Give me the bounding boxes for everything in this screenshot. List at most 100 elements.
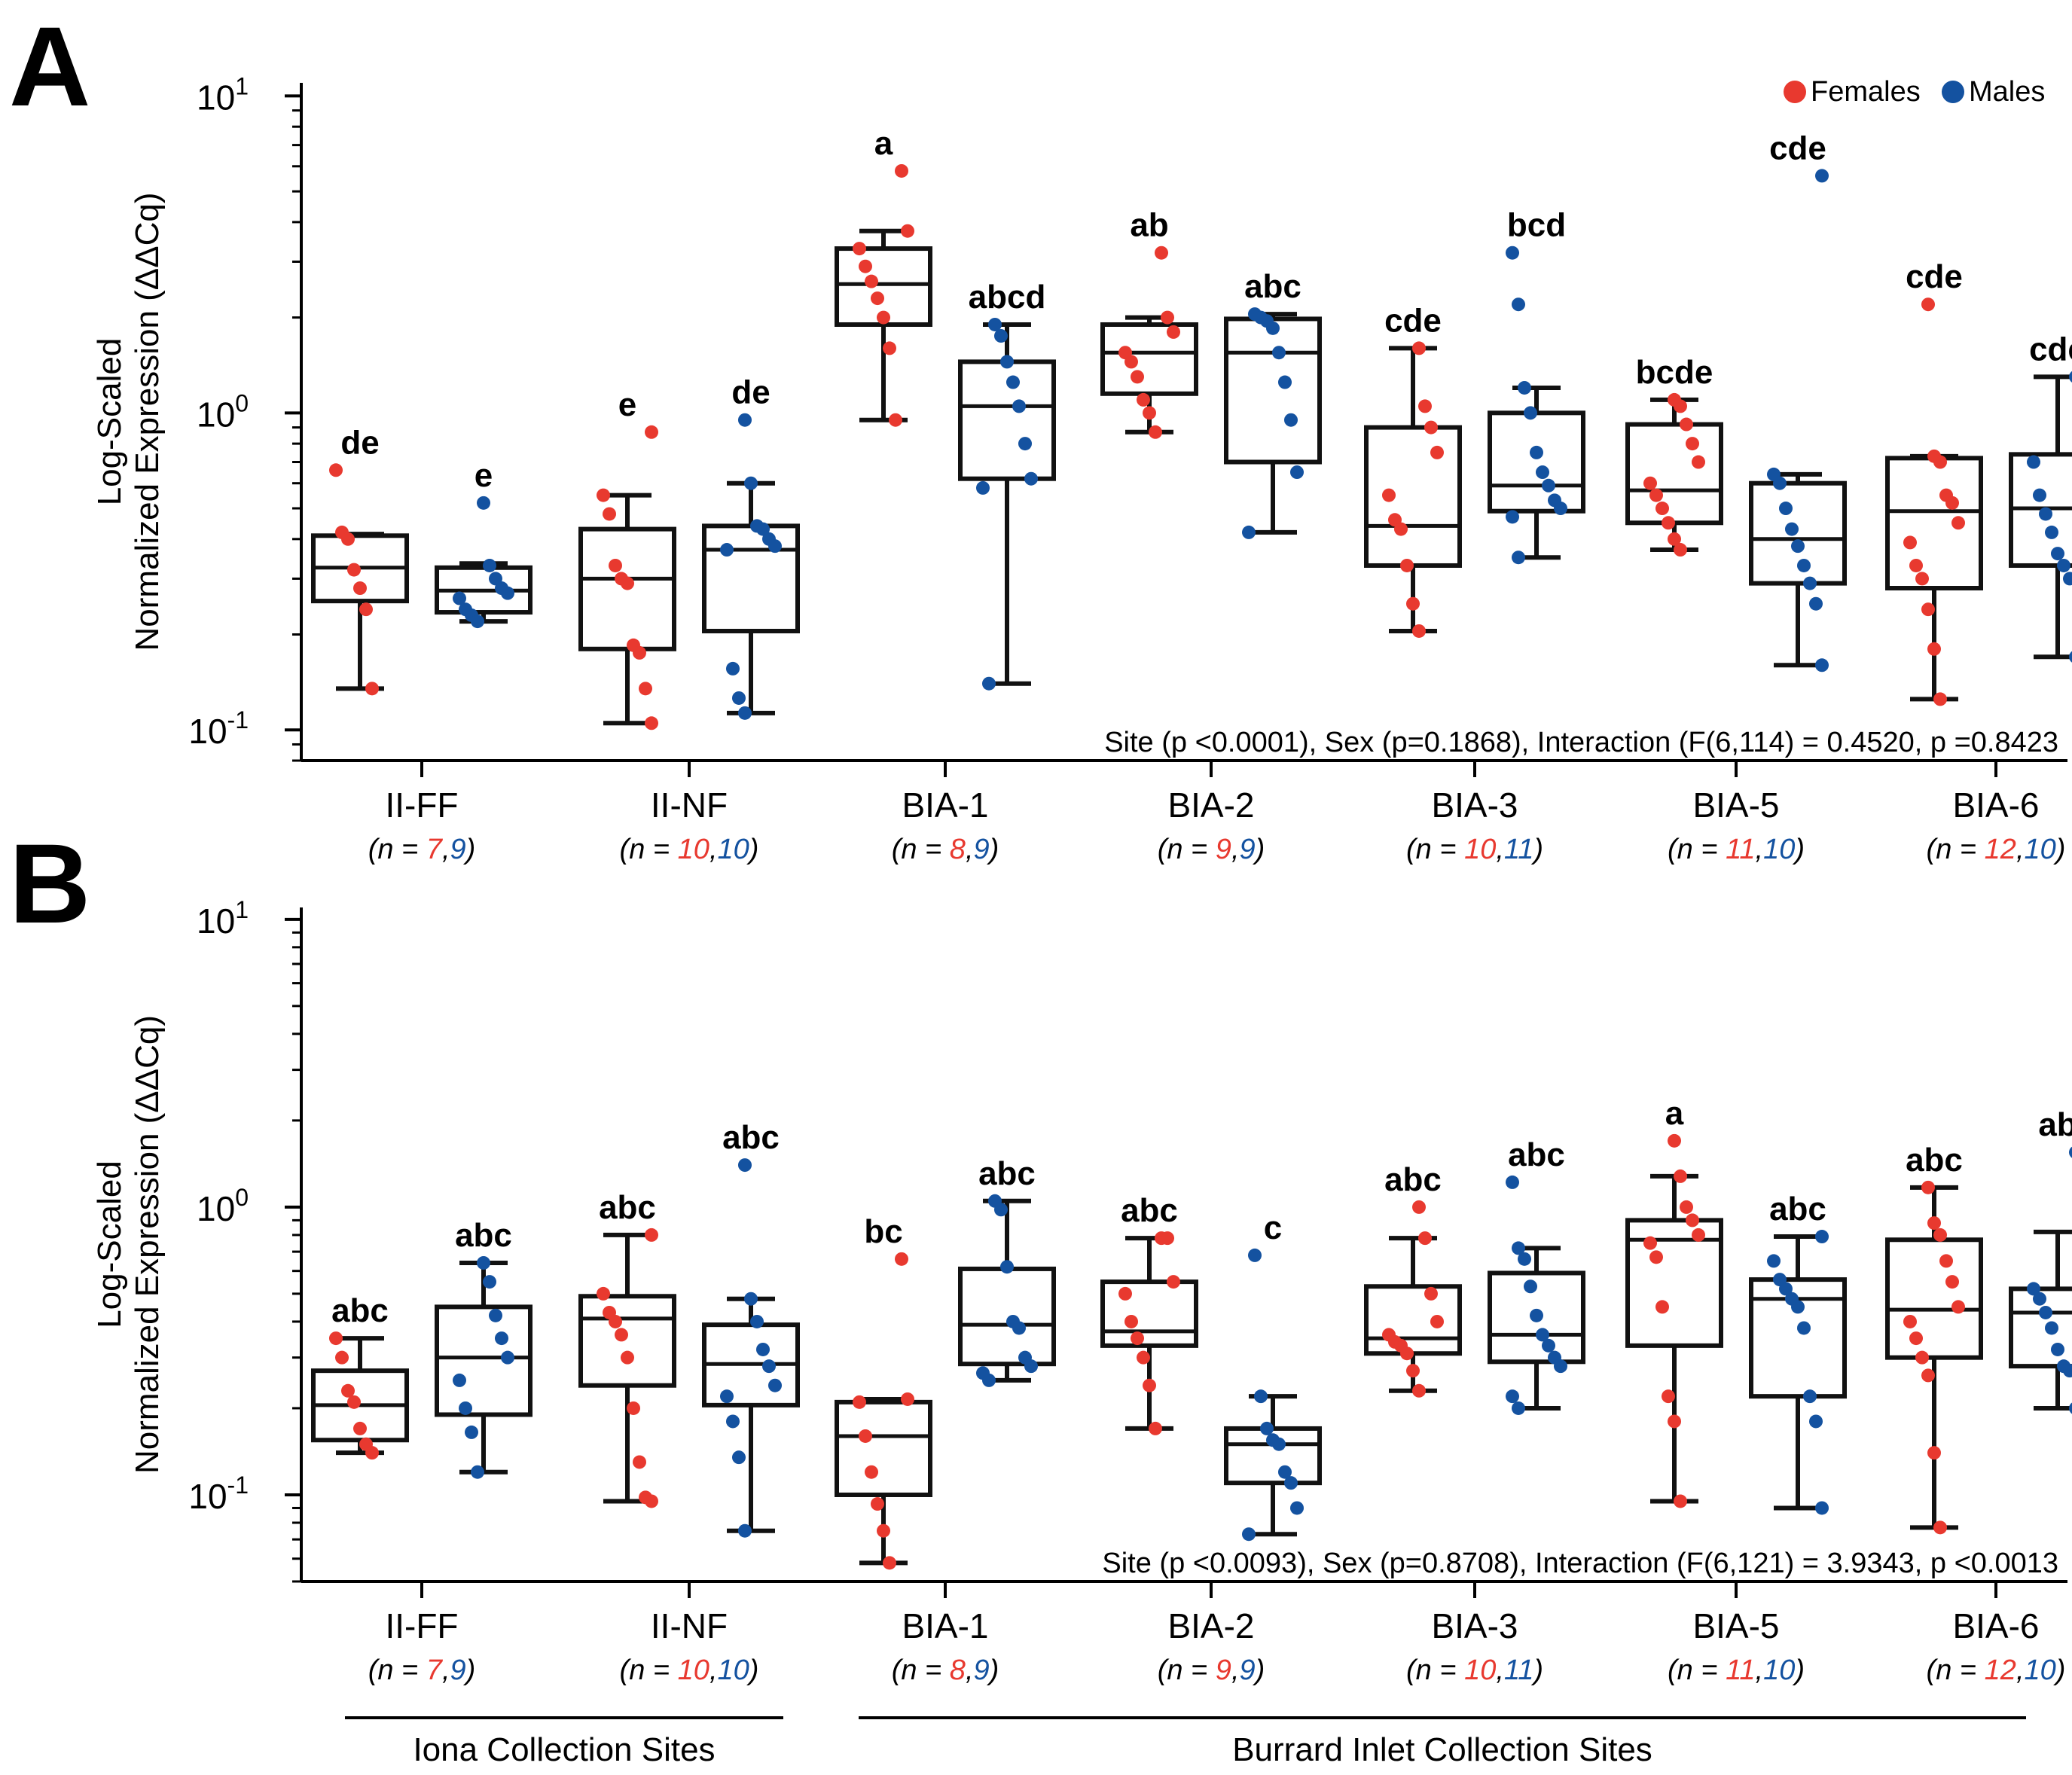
y-tick-exponent: -1 [227, 1472, 249, 1499]
y-axis-label-line1: Log-Scaled [91, 338, 128, 506]
data-point [1290, 1501, 1304, 1515]
n-n-f: 10 [678, 834, 709, 865]
data-point [639, 682, 652, 696]
data-point [1909, 1331, 1923, 1346]
sample-size-label: (n = 11,10) [1668, 1655, 1805, 1686]
data-point [1512, 1401, 1525, 1415]
n-n-prefix: (n = [1927, 834, 1985, 865]
data-point [738, 1523, 752, 1538]
n-n-m: 10 [718, 1655, 749, 1686]
data-point [1506, 1175, 1519, 1189]
data-point [1506, 246, 1519, 260]
data-point [1933, 692, 1947, 706]
data-point [365, 682, 379, 696]
data-point [603, 507, 616, 521]
male-box-group: de [702, 374, 800, 720]
n-n-prefix: (n = [1927, 1655, 1985, 1686]
male-box-group: abcd [958, 279, 1056, 691]
data-point [597, 488, 610, 502]
data-point [1506, 1389, 1519, 1404]
data-point [871, 291, 884, 306]
data-point [1400, 558, 1414, 572]
data-point [877, 1523, 890, 1538]
y-tick-base: 10 [197, 78, 235, 117]
data-point [1674, 1494, 1687, 1508]
data-point [1779, 1282, 1793, 1296]
iqr-box [1488, 410, 1585, 514]
data-point [1927, 1216, 1941, 1231]
data-point [1530, 1308, 1543, 1322]
n-separator: , [442, 834, 450, 865]
data-point [353, 581, 367, 596]
significance-letters: abc [455, 1217, 512, 1254]
iqr-box [1625, 422, 1723, 526]
data-point [1161, 1231, 1174, 1246]
n-n-suffix: ) [2053, 834, 2066, 865]
y-axis-label-line1: Log-Scaled [91, 1160, 128, 1328]
data-point [2033, 488, 2046, 502]
data-point [1921, 602, 1935, 617]
data-point [459, 1401, 472, 1415]
data-point [1815, 1501, 1829, 1515]
y-tick-label: 100 [197, 389, 249, 434]
data-point [2069, 1402, 2072, 1414]
data-point [477, 1255, 490, 1270]
n-separator: , [1231, 834, 1240, 865]
significance-letters: abc [1244, 268, 1301, 305]
data-point [1927, 1446, 1941, 1460]
data-point [1542, 1338, 1555, 1353]
significance-letters: de [340, 424, 379, 461]
n-n-f: 10 [678, 1655, 709, 1686]
data-point [1686, 1213, 1699, 1228]
data-point [865, 274, 878, 288]
data-point [1927, 642, 1941, 656]
data-point [1024, 471, 1038, 486]
data-point [744, 1292, 758, 1306]
site-label: II-NF [651, 785, 728, 825]
data-point [889, 413, 902, 427]
data-point [1518, 1252, 1531, 1266]
panel-a: Log-Scaled Normalized Expression (ΔΔCq)10… [91, 72, 2072, 865]
data-point [2045, 1321, 2058, 1335]
female-box-group: e [578, 386, 676, 730]
data-point [495, 1331, 508, 1346]
site-label: BIA-2 [1167, 1606, 1254, 1645]
sample-size-label: (n = 10,10) [620, 834, 759, 865]
data-point [1418, 399, 1432, 413]
n-separator: , [1496, 1655, 1504, 1686]
female-box-group: cde [1364, 302, 1462, 638]
data-point [1921, 297, 1935, 312]
data-point [865, 1465, 878, 1479]
significance-letters: ab [1130, 207, 1168, 244]
data-point [994, 329, 1008, 343]
n-n-suffix: ) [1253, 1655, 1265, 1686]
iqr-box [835, 246, 932, 327]
n-n-prefix: (n = [892, 834, 950, 865]
data-point [471, 1465, 484, 1479]
female-box-group: bcde [1625, 354, 1723, 557]
data-point [1921, 1368, 1935, 1383]
male-box-group: cde [2009, 331, 2072, 663]
data-point [1554, 502, 1567, 516]
y-tick-base: 10 [188, 712, 227, 751]
significance-letters: abc [599, 1189, 656, 1226]
iqr-box [578, 1294, 676, 1388]
data-point [1643, 1236, 1657, 1250]
y-tick-label: 10-1 [188, 706, 249, 751]
data-point [2051, 547, 2064, 561]
data-point [1945, 496, 1959, 510]
data-point [2069, 651, 2072, 663]
data-point [1797, 1321, 1811, 1335]
n-n-suffix: ) [1792, 834, 1805, 865]
n-n-suffix: ) [746, 1655, 759, 1686]
n-n-f: 8 [950, 834, 966, 865]
site-label: BIA-3 [1431, 785, 1518, 825]
significance-letters: bcd [1507, 207, 1566, 244]
data-point [1137, 1350, 1150, 1365]
data-point [732, 1450, 746, 1465]
data-point [483, 1275, 496, 1289]
data-point [1655, 1300, 1669, 1314]
site-label: BIA-6 [1952, 785, 2039, 825]
data-point [1915, 572, 1929, 586]
n-n-prefix: (n = [620, 834, 678, 865]
